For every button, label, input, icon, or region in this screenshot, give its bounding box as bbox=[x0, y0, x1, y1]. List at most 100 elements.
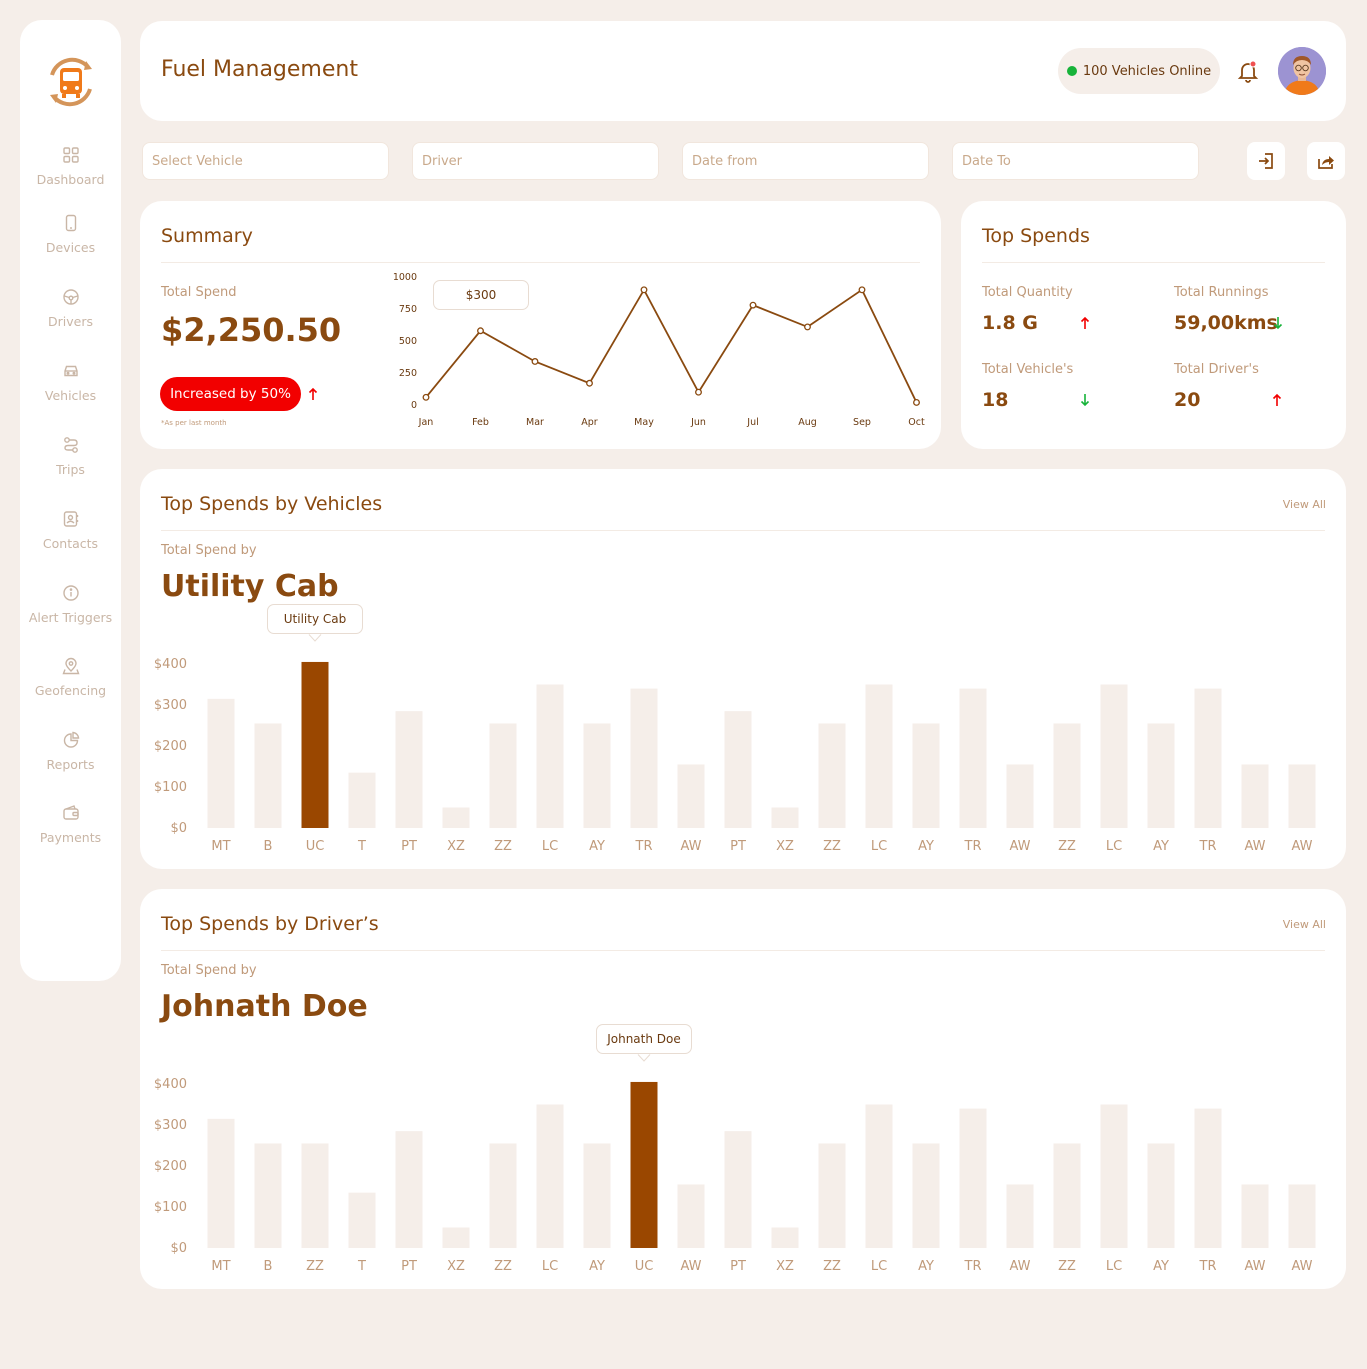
bar[interactable] bbox=[254, 1143, 282, 1248]
x-tick-label: LC bbox=[1106, 839, 1122, 854]
line-point[interactable] bbox=[531, 358, 539, 365]
bar[interactable] bbox=[1194, 1108, 1222, 1248]
bar[interactable] bbox=[865, 684, 893, 829]
line-point[interactable] bbox=[858, 286, 866, 294]
sidebar-item-label: Drivers bbox=[48, 314, 93, 329]
sidebar-item-drivers[interactable]: Drivers bbox=[20, 288, 121, 329]
x-tick-label: T bbox=[357, 1259, 366, 1274]
drivers-bar-chart: $0 $100 $200 $300 $400 MT B ZZ T PT XZ ZZ LC AY UC AW PT… bbox=[154, 1054, 1316, 1274]
bar[interactable] bbox=[301, 1143, 329, 1248]
select-vehicle-input[interactable] bbox=[142, 142, 389, 180]
bar[interactable] bbox=[677, 1184, 705, 1248]
sidebar-item-geofencing[interactable]: Geofencing bbox=[20, 657, 121, 698]
sidebar-item-devices[interactable]: Devices bbox=[20, 214, 121, 255]
x-tick-label: Jun bbox=[690, 417, 706, 428]
y-tick-label: $0 bbox=[170, 1241, 187, 1256]
bar[interactable] bbox=[1194, 688, 1222, 828]
online-status-text: 100 Vehicles Online bbox=[1082, 63, 1212, 79]
bar[interactable] bbox=[1147, 723, 1175, 828]
bar[interactable] bbox=[818, 723, 846, 828]
bar[interactable] bbox=[254, 723, 282, 828]
bar[interactable] bbox=[207, 1118, 235, 1248]
line-point[interactable] bbox=[749, 301, 757, 309]
x-tick-label: LC bbox=[871, 839, 887, 854]
bar[interactable] bbox=[395, 711, 423, 828]
line-point[interactable] bbox=[695, 388, 702, 396]
bar[interactable] bbox=[630, 688, 658, 828]
date-to-input[interactable] bbox=[952, 142, 1199, 180]
line-point[interactable] bbox=[477, 327, 484, 335]
x-tick-label: XZ bbox=[447, 839, 465, 854]
share-button[interactable] bbox=[1307, 142, 1345, 180]
bar[interactable] bbox=[724, 1131, 752, 1248]
line-point[interactable] bbox=[586, 379, 593, 387]
import-button[interactable] bbox=[1247, 142, 1285, 180]
steering-wheel-icon bbox=[62, 289, 79, 305]
bar[interactable] bbox=[818, 1143, 846, 1248]
sidebar-item-reports[interactable]: Reports bbox=[20, 731, 121, 772]
x-tick-label: May bbox=[634, 417, 654, 428]
x-tick-label: B bbox=[264, 1259, 273, 1274]
bar[interactable] bbox=[442, 807, 470, 829]
bar[interactable] bbox=[395, 1131, 423, 1248]
bar[interactable] bbox=[489, 723, 517, 828]
bar[interactable] bbox=[865, 1104, 893, 1249]
bar[interactable] bbox=[583, 1143, 611, 1248]
bar[interactable] bbox=[771, 1227, 799, 1249]
bar[interactable] bbox=[912, 723, 940, 828]
bar[interactable] bbox=[348, 772, 376, 828]
increase-badge[interactable]: Increased by 50% bbox=[160, 377, 301, 411]
date-from-input[interactable] bbox=[682, 142, 929, 180]
view-all-link[interactable]: View All bbox=[1282, 918, 1326, 931]
bar[interactable] bbox=[1100, 684, 1128, 829]
notification-bell-icon[interactable] bbox=[1236, 59, 1260, 83]
sidebar-item-payments[interactable]: Payments bbox=[20, 804, 121, 845]
sidebar-item-label: Devices bbox=[45, 240, 96, 255]
bar[interactable] bbox=[536, 1104, 564, 1249]
bar[interactable] bbox=[301, 661, 329, 828]
summary-tooltip: $300 bbox=[433, 280, 529, 310]
line-point[interactable] bbox=[804, 323, 811, 331]
sidebar-item-vehicles[interactable]: Vehicles bbox=[20, 362, 121, 403]
x-tick-label: Oct bbox=[908, 417, 925, 428]
bar[interactable] bbox=[771, 807, 799, 829]
bar[interactable] bbox=[959, 1108, 987, 1248]
bar[interactable] bbox=[959, 688, 987, 828]
bar[interactable] bbox=[207, 698, 235, 828]
bar[interactable] bbox=[1147, 1143, 1175, 1248]
bar[interactable] bbox=[1288, 764, 1316, 828]
bar[interactable] bbox=[1006, 764, 1034, 828]
x-tick-label: ZZ bbox=[823, 839, 841, 854]
x-tick-label: AW bbox=[1244, 839, 1265, 854]
bar[interactable] bbox=[489, 1143, 517, 1248]
bar[interactable] bbox=[1241, 1184, 1269, 1248]
line-point[interactable] bbox=[422, 393, 430, 401]
line-point[interactable] bbox=[913, 398, 920, 406]
bar[interactable] bbox=[536, 684, 564, 829]
vehicles-bar-chart: $0 $100 $200 $300 $400 MT B UC T PT XZ ZZ LC AY TR AW PT… bbox=[154, 634, 1316, 854]
bar[interactable] bbox=[724, 711, 752, 828]
bar[interactable] bbox=[1053, 1143, 1081, 1248]
bar[interactable] bbox=[1241, 764, 1269, 828]
bar[interactable] bbox=[630, 1081, 658, 1248]
summary-card: Summary Total Spend $2,250.50 Increased … bbox=[140, 201, 941, 449]
bar[interactable] bbox=[1006, 1184, 1034, 1248]
user-avatar[interactable] bbox=[1278, 47, 1326, 95]
online-dot-icon bbox=[1066, 66, 1077, 76]
bar[interactable] bbox=[1288, 1184, 1316, 1248]
view-all-link[interactable]: View All bbox=[1282, 498, 1326, 511]
bar[interactable] bbox=[348, 1192, 376, 1248]
sidebar-item-trips[interactable]: Trips bbox=[20, 436, 121, 477]
bar[interactable] bbox=[442, 1227, 470, 1249]
line-point[interactable] bbox=[640, 286, 648, 294]
sidebar-item-alert-triggers[interactable]: Alert Triggers bbox=[20, 584, 121, 625]
bar[interactable] bbox=[1100, 1104, 1128, 1249]
bar[interactable] bbox=[912, 1143, 940, 1248]
bar[interactable] bbox=[677, 764, 705, 828]
bar[interactable] bbox=[1053, 723, 1081, 828]
driver-input[interactable] bbox=[412, 142, 659, 180]
sidebar-item-contacts[interactable]: Contacts bbox=[20, 510, 121, 551]
sidebar-item-dashboard[interactable]: Dashboard bbox=[20, 146, 121, 187]
bar[interactable] bbox=[583, 723, 611, 828]
x-tick-label: MT bbox=[211, 1259, 230, 1274]
